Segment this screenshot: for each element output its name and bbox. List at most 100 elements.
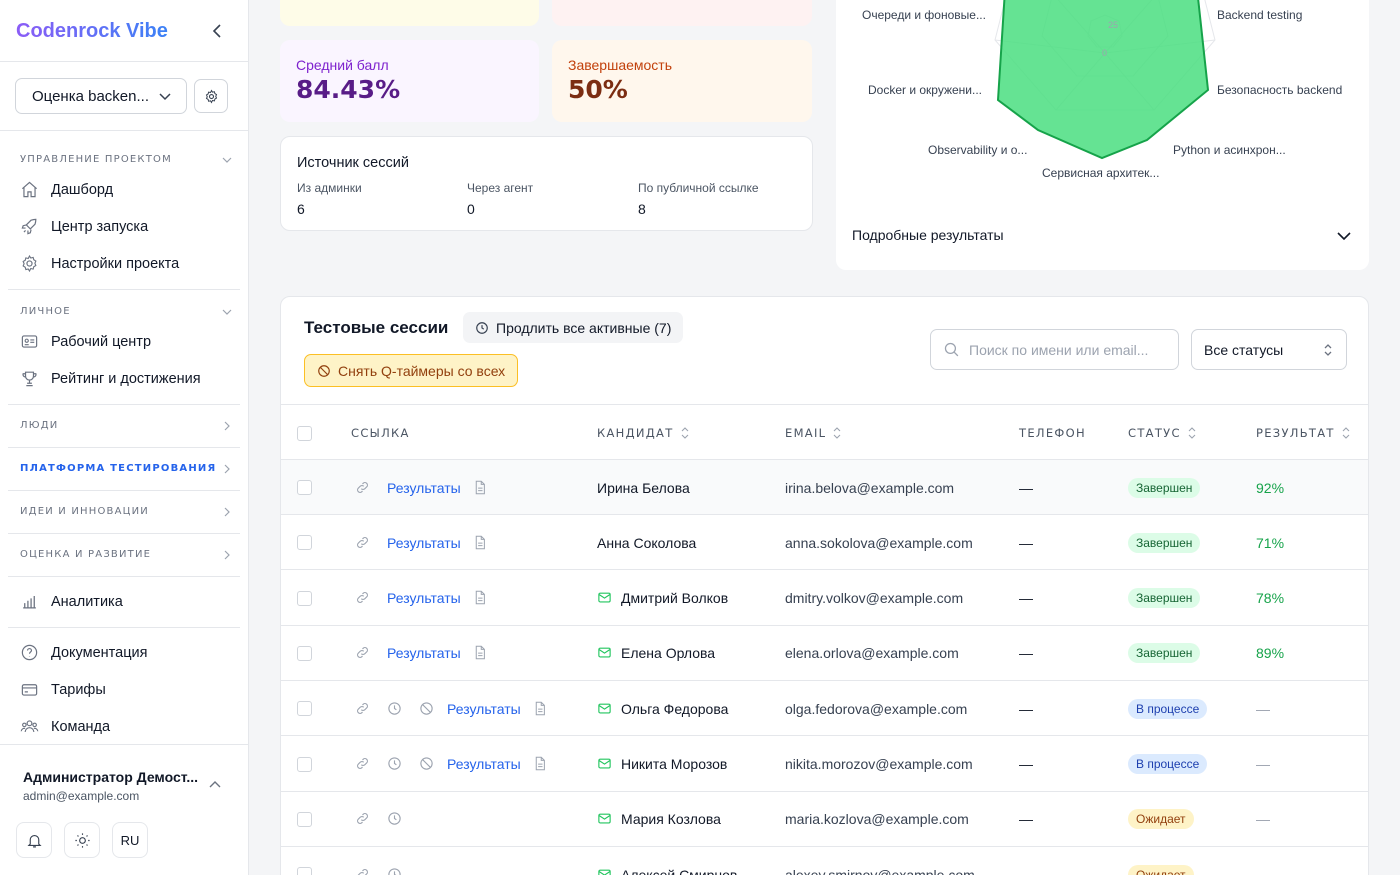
copy-link-button[interactable] xyxy=(355,535,371,551)
clock-icon xyxy=(388,812,401,825)
table-row[interactable]: Результаты Анна Соколова anna.sokolova@exa… xyxy=(281,515,1368,571)
row-checkbox[interactable] xyxy=(297,811,312,827)
results-link[interactable]: Результаты xyxy=(447,756,521,772)
detailed-results-toggle[interactable]: Подробные результаты xyxy=(852,227,1004,243)
sidebar-item-dashboard[interactable]: Дашборд xyxy=(20,180,113,199)
ban-icon xyxy=(318,364,330,377)
report-button[interactable] xyxy=(533,701,549,717)
collapse-sidebar-icon[interactable] xyxy=(208,21,226,41)
remove-timer-button[interactable] xyxy=(419,701,435,717)
row-checkbox[interactable] xyxy=(297,756,312,772)
copy-link-button[interactable] xyxy=(355,867,371,875)
report-button[interactable] xyxy=(473,480,489,496)
section-project-management[interactable]: Управление проектом xyxy=(20,154,232,165)
section-testing-platform[interactable]: Платформа тестирования xyxy=(20,463,232,474)
candidate-name: Мария Козлова xyxy=(621,811,721,828)
results-link[interactable]: Результаты xyxy=(387,479,461,496)
column-header-status[interactable]: СТАТУС xyxy=(1128,426,1196,440)
row-checkbox[interactable] xyxy=(297,535,312,551)
sidebar-item-docs[interactable]: Документация xyxy=(20,643,147,662)
copy-link-button[interactable] xyxy=(355,701,371,717)
copy-link-button[interactable] xyxy=(355,480,371,496)
divider xyxy=(8,627,240,628)
section-ideas[interactable]: Идеи и инновации xyxy=(20,506,232,517)
search-input[interactable] xyxy=(969,341,1169,358)
select-all-checkbox[interactable] xyxy=(297,426,312,441)
app-logo[interactable]: Codenrock Vibe xyxy=(16,20,168,42)
extend-timer-button[interactable] xyxy=(387,867,403,875)
extend-active-button[interactable]: Продлить все активные (7) xyxy=(463,312,684,343)
section-evaluation[interactable]: Оценка и развитие xyxy=(20,549,232,560)
mail-icon xyxy=(598,813,611,824)
copy-link-button[interactable] xyxy=(355,645,371,661)
report-button[interactable] xyxy=(473,535,489,551)
email-cell: maria.kozlova@example.com xyxy=(785,811,969,828)
sidebar-item-rating[interactable]: Рейтинг и достижения xyxy=(20,369,201,388)
results-link[interactable]: Результаты xyxy=(387,645,461,662)
project-settings-button[interactable] xyxy=(194,79,228,113)
email-cell: nikita.morozov@example.com xyxy=(785,756,973,772)
mail-icon-wrap xyxy=(597,701,613,717)
trophy-icon xyxy=(22,371,37,387)
row-checkbox[interactable] xyxy=(297,645,312,661)
table-row[interactable]: Результаты Ирина Белова irina.belova@examp… xyxy=(281,460,1368,515)
section-people[interactable]: Люди xyxy=(20,420,232,431)
project-select[interactable]: Оценка backen... xyxy=(15,78,187,114)
bar-chart-icon xyxy=(23,595,36,609)
results-link[interactable]: Результаты xyxy=(387,590,461,607)
row-checkbox[interactable] xyxy=(297,867,312,875)
chevron-down-icon[interactable] xyxy=(1335,227,1353,245)
row-checkbox[interactable] xyxy=(297,590,312,606)
table-row[interactable]: Результаты Ольга Федорова olga.fedorova@ex… xyxy=(281,681,1368,737)
results-link[interactable]: Результаты xyxy=(447,700,521,717)
report-button[interactable] xyxy=(473,645,489,661)
source-value: 0 xyxy=(467,201,475,217)
link-cell: Результаты xyxy=(355,626,489,681)
report-button[interactable] xyxy=(533,756,549,772)
chevron-updown-icon xyxy=(1324,343,1332,356)
column-header-candidate[interactable]: КАНДИДАТ xyxy=(597,426,689,440)
sidebar-item-project-settings[interactable]: Настройки проекта xyxy=(20,254,179,273)
extend-timer-button[interactable] xyxy=(387,701,403,717)
copy-link-button[interactable] xyxy=(355,590,371,606)
extend-timer-button[interactable] xyxy=(387,811,403,827)
skills-radar-chart: 25 0 xyxy=(994,0,1216,160)
table-row[interactable]: Результаты Никита Морозов nikita.morozov@e… xyxy=(281,737,1368,792)
language-button[interactable]: RU xyxy=(112,822,148,858)
table-row[interactable]: Результаты Елена Орлова elena.orlova@examp… xyxy=(281,626,1368,681)
stat-card-completion: Завершаемость 50% xyxy=(552,40,812,122)
stat-label: Средний балл xyxy=(296,57,389,73)
theme-toggle-button[interactable] xyxy=(64,822,100,858)
chevron-up-icon[interactable] xyxy=(208,778,222,792)
row-checkbox[interactable] xyxy=(297,480,312,495)
report-button[interactable] xyxy=(473,590,489,606)
link-icon xyxy=(357,758,368,769)
user-menu[interactable]: Администратор Демост... admin@example.co… xyxy=(23,769,233,803)
sidebar-item-launch-center[interactable]: Центр запуска xyxy=(20,217,148,236)
section-personal[interactable]: Личное xyxy=(20,306,232,317)
sidebar-item-pricing[interactable]: Тарифы xyxy=(20,680,106,699)
notifications-button[interactable] xyxy=(16,822,52,858)
extend-timer-button[interactable] xyxy=(387,756,403,772)
table-row[interactable]: Результаты Дмитрий Волков dmitry.volkov@ex… xyxy=(281,571,1368,626)
column-header-result[interactable]: РЕЗУЛЬТАТ xyxy=(1256,426,1350,440)
results-link[interactable]: Результаты xyxy=(387,534,461,551)
copy-link-button[interactable] xyxy=(355,756,371,772)
email-cell: irina.belova@example.com xyxy=(785,479,955,496)
column-header-email[interactable]: EMAIL xyxy=(785,426,841,440)
copy-link-button[interactable] xyxy=(355,811,371,827)
table-row[interactable]: Алексей Смирнов alexey.smirnov@example.co… xyxy=(281,847,1368,875)
sidebar-item-analytics[interactable]: Аналитика xyxy=(20,592,123,611)
status-filter-select[interactable]: Все статусы xyxy=(1191,329,1347,370)
search-field[interactable] xyxy=(930,329,1179,370)
sun-icon xyxy=(74,832,90,848)
sidebar-item-team[interactable]: Команда xyxy=(20,717,110,736)
table-row[interactable]: Мария Козлова maria.kozlova@example.com — О… xyxy=(281,792,1368,847)
sidebar-item-workspace[interactable]: Рабочий центр xyxy=(20,332,151,351)
link-icon xyxy=(357,481,368,493)
remove-timer-button[interactable] xyxy=(419,756,435,772)
row-checkbox[interactable] xyxy=(297,701,312,717)
document-icon xyxy=(475,646,485,660)
stat-card-partial xyxy=(280,0,539,26)
remove-timers-button[interactable]: Снять Q-таймеры со всех xyxy=(304,354,519,387)
